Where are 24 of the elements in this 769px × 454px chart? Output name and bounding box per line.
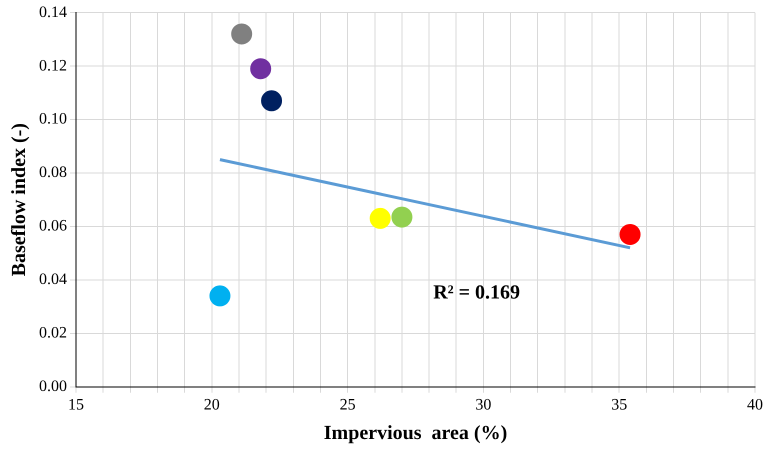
x-tick-label: 35	[611, 396, 628, 414]
point	[231, 23, 252, 44]
y-tick-label: 0.14	[39, 4, 67, 21]
x-tick-label: 30	[475, 396, 492, 414]
x-tick-label: 40	[747, 396, 763, 414]
point	[209, 285, 230, 306]
point	[391, 206, 412, 228]
x-tick-label: 20	[204, 396, 220, 414]
point	[261, 90, 282, 112]
annotation: R² = 0.169	[433, 281, 520, 304]
y-axis-title: Baseflow index (-)	[8, 123, 30, 276]
y-tick-label: 0.02	[39, 324, 67, 342]
point	[620, 224, 641, 245]
x-tick-label: 15	[68, 396, 84, 414]
y-tick-label: 0.12	[39, 57, 67, 74]
y-tick-label: 0.08	[39, 164, 67, 182]
x-tick-label: 25	[340, 396, 356, 414]
y-tick-label: 0.00	[39, 378, 67, 396]
x-axis-title: Impervious area (%)	[324, 422, 508, 444]
point	[370, 208, 391, 229]
point	[250, 58, 272, 80]
y-tick-label: 0.06	[39, 218, 67, 235]
y-tick-label: 0.04	[39, 271, 67, 288]
y-tick-label: 0.10	[39, 110, 67, 128]
